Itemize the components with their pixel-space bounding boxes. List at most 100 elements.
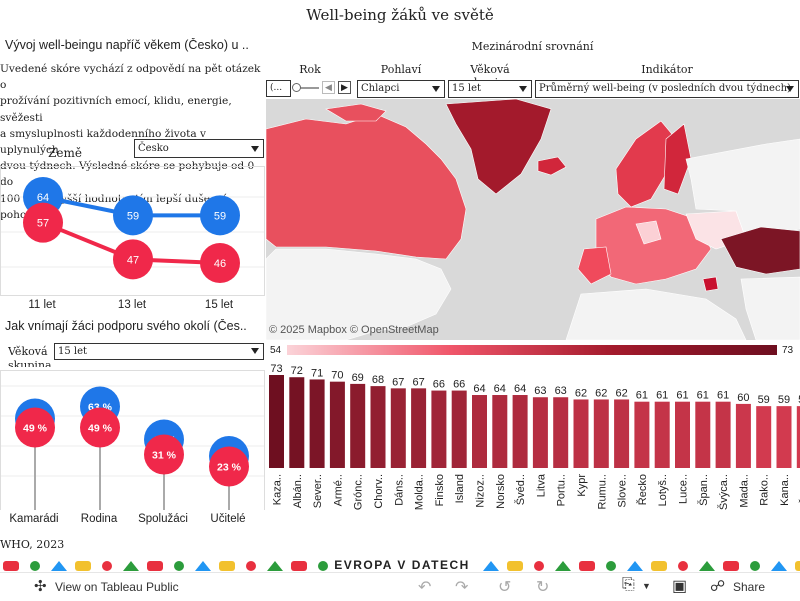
strip-shape: [651, 561, 667, 571]
finland-region[interactable]: [663, 123, 692, 195]
age-group-select[interactable]: 15 let: [54, 343, 264, 360]
bar[interactable]: [675, 401, 690, 468]
bar-value-label: 61: [717, 390, 729, 402]
chevron-down-icon: [786, 86, 794, 92]
next-year-button[interactable]: ▶: [338, 81, 351, 94]
usa-region[interactable]: [266, 248, 452, 340]
iceland-region[interactable]: [537, 156, 567, 176]
bar[interactable]: [350, 383, 366, 468]
bar[interactable]: [329, 381, 345, 468]
armenia-region[interactable]: [702, 276, 719, 292]
age-filter-select[interactable]: 15 let: [448, 80, 532, 98]
bar-value-label: 66: [433, 379, 445, 391]
data-point[interactable]: [200, 195, 240, 236]
bar[interactable]: [715, 401, 731, 468]
strip-shape: [483, 561, 499, 571]
download-icon[interactable]: ⎘: [622, 576, 635, 593]
bar-category-label: Nizoz..: [475, 474, 487, 508]
strip-shape: [246, 561, 256, 571]
bar-category-label: Portu..: [556, 474, 568, 506]
world-map[interactable]: © 2025 Mapbox © OpenStreetMap: [266, 99, 800, 340]
revert-icon[interactable]: ↺: [498, 579, 512, 596]
data-label: 47: [127, 254, 139, 266]
data-point[interactable]: [113, 195, 153, 236]
bar[interactable]: [309, 379, 325, 468]
bar-category-label: Slove..: [617, 474, 629, 508]
undo-icon[interactable]: ↶: [418, 579, 432, 596]
data-point[interactable]: [144, 434, 184, 475]
bar[interactable]: [614, 399, 630, 468]
bar[interactable]: [411, 388, 427, 468]
bar[interactable]: [492, 395, 508, 468]
data-point[interactable]: [80, 407, 120, 448]
bar-value-label: 69: [352, 372, 364, 384]
age-group-label: Věková skupina: [8, 345, 52, 367]
chevron-down-icon[interactable]: ▼: [642, 581, 651, 591]
share-button[interactable]: Share: [733, 580, 766, 594]
bar[interactable]: [269, 375, 284, 468]
data-point[interactable]: [209, 446, 249, 487]
country-select[interactable]: Česko: [134, 139, 264, 158]
data-point[interactable]: [113, 239, 153, 280]
bar[interactable]: [451, 390, 467, 468]
bar[interactable]: [776, 406, 792, 468]
bar-value-label: 63: [555, 385, 567, 397]
bar[interactable]: [695, 401, 711, 468]
strip-shape: [174, 561, 184, 571]
asia-south-region: [740, 276, 800, 340]
bar-value-label: 61: [676, 390, 688, 402]
bar[interactable]: [370, 386, 386, 468]
year-value[interactable]: (...: [266, 80, 291, 97]
bar[interactable]: [735, 403, 751, 468]
data-point[interactable]: [23, 202, 63, 243]
fullscreen-icon[interactable]: ▣: [672, 578, 688, 595]
bar-category-label: Sever..: [312, 474, 324, 508]
kazakhstan-region[interactable]: [720, 226, 800, 275]
bar[interactable]: [634, 401, 650, 468]
age-trend-svg: 64 59 59 57 47 46: [1, 177, 264, 283]
bar[interactable]: [796, 406, 800, 468]
bar-category-label: Špan..: [697, 474, 710, 506]
year-slider-handle[interactable]: [292, 83, 301, 92]
strip-shape: [147, 561, 163, 571]
chevron-down-icon: [251, 146, 259, 152]
bar[interactable]: [390, 388, 406, 468]
refresh-icon[interactable]: ↻: [536, 579, 550, 596]
bar[interactable]: [573, 399, 589, 468]
strip-shape: [267, 561, 283, 571]
bar[interactable]: [512, 395, 528, 468]
bar[interactable]: [756, 406, 772, 468]
poland-region[interactable]: [635, 220, 662, 245]
decorative-strip-svg: [3, 561, 800, 571]
bar[interactable]: [431, 390, 447, 468]
chevron-down-icon: [519, 86, 527, 92]
bar-value-label: 64: [494, 383, 506, 395]
bar-category-label: Mada..: [738, 474, 750, 508]
bar-value-label: 73: [270, 363, 282, 375]
x-tick-label: Rodina: [80, 513, 118, 525]
bar[interactable]: [593, 399, 609, 468]
data-point[interactable]: [15, 407, 55, 448]
gender-select-value: Chlapci: [361, 83, 400, 94]
bar-category-label: Grónс..: [353, 474, 365, 510]
greenland-region[interactable]: [445, 99, 552, 195]
view-on-tableau-link[interactable]: View on Tableau Public: [55, 580, 179, 594]
bar[interactable]: [289, 377, 305, 468]
data-point[interactable]: [200, 243, 240, 283]
year-slider-track[interactable]: [293, 87, 319, 89]
bar[interactable]: [553, 397, 569, 468]
bar-category-label: Kypr: [576, 474, 588, 497]
redo-icon[interactable]: ↷: [455, 579, 469, 596]
prev-year-button[interactable]: ◀: [322, 81, 335, 94]
iberia-region[interactable]: [577, 246, 612, 285]
gender-select[interactable]: Chlapci: [357, 80, 445, 98]
bar-category-label: Chorv..: [373, 474, 385, 509]
bar-value-label: 61: [697, 390, 709, 402]
bar[interactable]: [532, 397, 548, 468]
bar[interactable]: [472, 395, 487, 468]
bar[interactable]: [654, 401, 670, 468]
share-icon[interactable]: ☍: [710, 578, 726, 595]
indicator-select[interactable]: Průměrný well-being (v posledních dvou t…: [535, 80, 799, 98]
strip-shape: [123, 561, 139, 571]
africa-region: [565, 288, 747, 340]
